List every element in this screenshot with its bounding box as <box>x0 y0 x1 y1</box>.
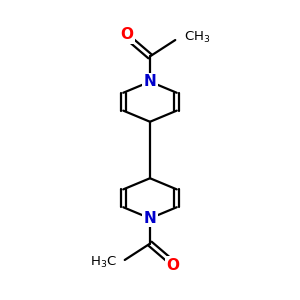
Text: O: O <box>120 28 133 43</box>
Text: N: N <box>144 74 156 89</box>
Text: O: O <box>167 257 180 272</box>
Text: H$_3$C: H$_3$C <box>89 255 116 270</box>
Text: CH$_3$: CH$_3$ <box>184 30 210 45</box>
Text: N: N <box>144 211 156 226</box>
